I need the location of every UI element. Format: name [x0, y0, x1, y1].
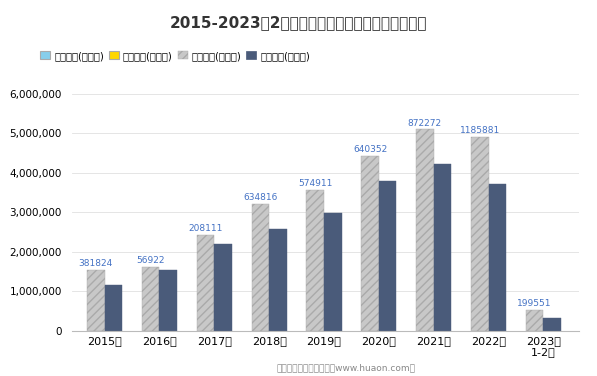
- Text: 199551: 199551: [518, 299, 552, 308]
- Bar: [159, 270, 177, 331]
- Bar: [104, 285, 122, 331]
- Bar: [433, 164, 451, 331]
- Bar: [488, 184, 506, 331]
- Bar: [87, 270, 104, 331]
- Bar: [142, 267, 159, 331]
- Text: 640352: 640352: [353, 145, 387, 154]
- Bar: [306, 190, 324, 331]
- Text: 1185881: 1185881: [460, 126, 500, 135]
- Bar: [543, 318, 561, 331]
- Text: 56922: 56922: [136, 256, 165, 265]
- Legend: 贸易顺差(万美元), 贸易逆差(万美元), 出口总额(万美元), 进口总额(万美元): 贸易顺差(万美元), 贸易逆差(万美元), 出口总额(万美元), 进口总额(万美…: [36, 47, 314, 65]
- Text: 381824: 381824: [79, 259, 113, 268]
- Bar: [324, 213, 341, 331]
- Text: 制图：华经产业研究院（www.huaon.com）: 制图：华经产业研究院（www.huaon.com）: [277, 363, 416, 372]
- Text: 634816: 634816: [243, 193, 278, 202]
- Text: 208111: 208111: [188, 224, 223, 233]
- Text: 2015-2023年2月四川省外商投资企业进出口差额图: 2015-2023年2月四川省外商投资企业进出口差额图: [170, 15, 427, 30]
- Text: 574911: 574911: [298, 179, 333, 188]
- Bar: [361, 156, 379, 331]
- Bar: [471, 137, 488, 331]
- Bar: [197, 235, 214, 331]
- Text: 872272: 872272: [408, 118, 442, 127]
- Bar: [214, 244, 232, 331]
- Bar: [251, 204, 269, 331]
- Bar: [269, 229, 287, 331]
- Bar: [526, 310, 543, 331]
- Bar: [416, 129, 433, 331]
- Bar: [379, 181, 396, 331]
